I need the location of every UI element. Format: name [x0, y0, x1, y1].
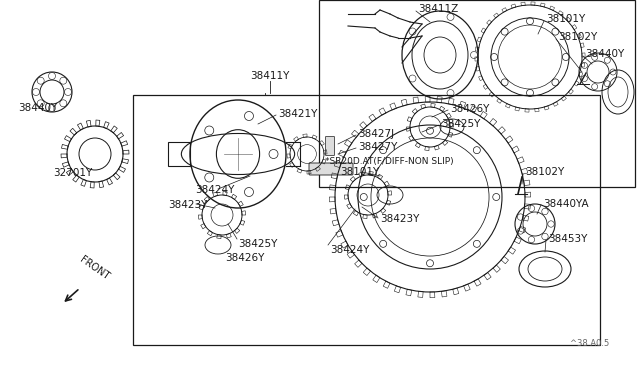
- Text: ^38 A0.5: ^38 A0.5: [570, 340, 609, 349]
- Text: *SR20D.AT(F/DIFF-NON SLIP): *SR20D.AT(F/DIFF-NON SLIP): [325, 157, 454, 166]
- Text: 38424Y: 38424Y: [330, 245, 369, 255]
- Text: 38102Y: 38102Y: [558, 32, 597, 42]
- Text: 38427J: 38427J: [358, 129, 394, 139]
- Text: 38101Y: 38101Y: [546, 14, 585, 24]
- Bar: [133, 95, 600, 345]
- Text: 38440YA: 38440YA: [543, 199, 589, 209]
- Text: 38425Y: 38425Y: [441, 119, 481, 129]
- Text: 38101Y: 38101Y: [340, 167, 380, 177]
- Text: FRONT: FRONT: [78, 255, 111, 282]
- Text: 38102Y: 38102Y: [525, 167, 564, 177]
- Text: 38426Y: 38426Y: [225, 253, 264, 263]
- Bar: [319, 0, 635, 187]
- Text: 38423Y: 38423Y: [380, 214, 419, 224]
- Text: 38440Y: 38440Y: [18, 103, 57, 113]
- Text: 38424Y: 38424Y: [195, 185, 234, 195]
- Bar: [168, 142, 190, 166]
- Text: 38453Y: 38453Y: [548, 234, 588, 244]
- Text: 38423Y: 38423Y: [168, 200, 207, 210]
- Text: 38440Y: 38440Y: [585, 49, 624, 59]
- Text: 38421Y: 38421Y: [278, 109, 317, 119]
- Text: 32701Y: 32701Y: [53, 168, 92, 178]
- Text: 38411Y: 38411Y: [250, 71, 290, 81]
- FancyBboxPatch shape: [326, 137, 335, 155]
- Text: 38427Y: 38427Y: [358, 142, 397, 152]
- Text: 38426Y: 38426Y: [450, 104, 490, 114]
- Text: 38425Y: 38425Y: [238, 239, 277, 249]
- Text: 38411Z: 38411Z: [418, 4, 458, 14]
- FancyBboxPatch shape: [309, 163, 353, 175]
